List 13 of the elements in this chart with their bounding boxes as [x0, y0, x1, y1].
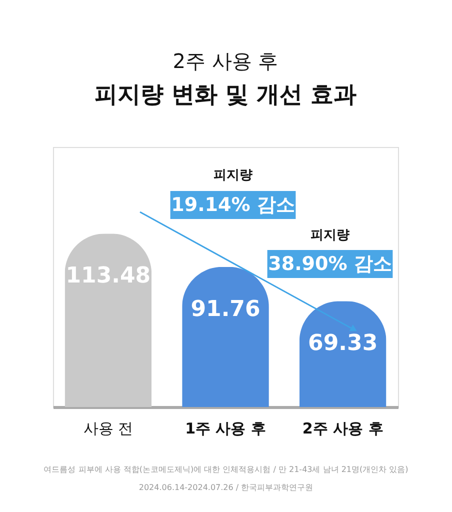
- annotation: 피지량: [310, 228, 350, 243]
- x-tick-label: 2주 사용 후: [302, 420, 384, 438]
- chart-title: 2주 사용 후: [172, 49, 278, 73]
- text: 피지량: [214, 168, 252, 183]
- x-tick-label: 사용 전: [83, 420, 134, 438]
- text: 19.14% 감소: [171, 194, 295, 216]
- data-label: 91.76: [190, 296, 260, 322]
- text: 여드름성 피부에 사용 적합(논코메도제닉)에 대한 인체적용시험 / 만 21-43세 남녀 21명(개인차 있음): [44, 465, 408, 474]
- chart-subtitle: 피지량 변화 및 개선 효과: [94, 82, 357, 108]
- data-label: 69.33: [308, 331, 378, 356]
- x-tick-label: 1주 사용 후: [185, 420, 266, 438]
- text: 2024.06.14-2024.07.26 / 한국피부과학연구원: [138, 483, 314, 492]
- annotation: 38.90% 감소: [268, 253, 392, 275]
